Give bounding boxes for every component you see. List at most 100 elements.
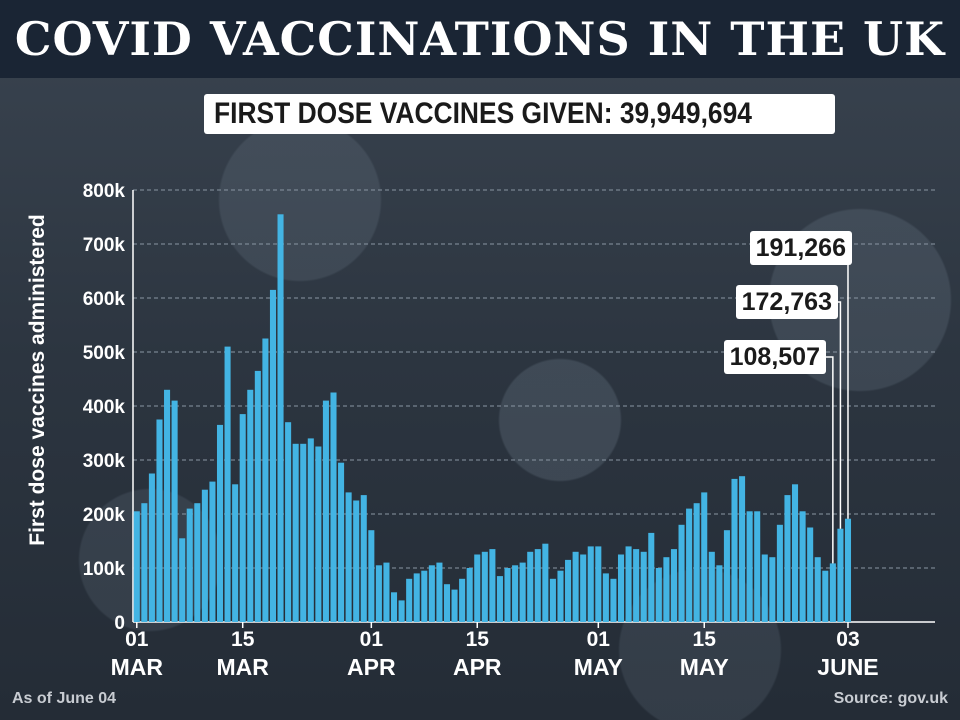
bar [481, 551, 488, 622]
bar [428, 565, 435, 622]
bar [822, 570, 829, 622]
bar [496, 576, 503, 622]
bar [587, 546, 594, 622]
bar [708, 551, 715, 622]
y-tick-label: 700k [83, 235, 126, 256]
bar [814, 557, 821, 622]
bar [595, 546, 602, 622]
bar [663, 557, 670, 622]
bar [156, 419, 163, 622]
bar [338, 462, 345, 622]
bar [360, 495, 367, 622]
bar [232, 484, 239, 622]
bar [421, 570, 428, 622]
bar [504, 568, 511, 622]
bar [686, 508, 693, 622]
y-tick-label: 800k [83, 181, 126, 202]
bar [610, 578, 617, 622]
x-tick-month-label: MAR [111, 654, 164, 680]
bar [784, 495, 791, 622]
bar [474, 554, 481, 622]
bar [837, 528, 844, 622]
bar [262, 338, 269, 622]
bar [519, 562, 526, 622]
as-of-date: As of June 04 [12, 690, 117, 707]
bar [391, 592, 398, 622]
y-tick-label: 0 [114, 613, 125, 634]
x-tick-label: 15 [693, 628, 717, 651]
bar [799, 511, 806, 622]
bar [171, 400, 178, 622]
bar [133, 511, 140, 622]
bar [209, 481, 216, 622]
annotation-label: 108,507 [723, 340, 826, 374]
bar [466, 568, 473, 622]
bar [648, 532, 655, 622]
title-bar: COVID VACCINATIONS IN THE UK [0, 0, 960, 78]
bar [557, 570, 564, 622]
annotation-leader-line [847, 247, 852, 519]
bar [164, 389, 171, 622]
bar [580, 554, 587, 622]
bar [353, 500, 360, 622]
bar [701, 492, 708, 622]
bar [216, 424, 224, 622]
bar [670, 549, 677, 622]
annotation-leader-line [826, 356, 834, 564]
bar [655, 568, 662, 622]
annotation-label: 172,763 [735, 285, 838, 319]
bar [292, 443, 299, 622]
bar [443, 584, 451, 622]
x-tick-month-label: MAR [217, 654, 270, 680]
bar [322, 400, 329, 622]
x-tick-month-label: APR [453, 654, 502, 680]
bar [406, 578, 413, 622]
bar [307, 438, 314, 622]
bar [459, 578, 466, 622]
bar [792, 484, 799, 622]
x-tick-label: 01 [360, 628, 384, 651]
bar [633, 549, 640, 622]
bar [194, 503, 201, 622]
bar [239, 414, 246, 622]
bar [678, 524, 685, 622]
chart-title: COVID VACCINATIONS IN THE UK [14, 12, 946, 66]
bar [754, 511, 761, 622]
bar [201, 489, 208, 622]
subtitle-box: FIRST DOSE VACCINES GIVEN: 39,949,694 [204, 94, 836, 134]
annotation-leader-line [838, 301, 842, 529]
bar [807, 527, 814, 622]
y-tick-label: 200k [83, 505, 126, 526]
bar [436, 562, 443, 622]
bar [247, 389, 254, 622]
bar [739, 476, 746, 622]
bar [345, 492, 352, 622]
bar [489, 549, 496, 622]
bar [572, 551, 579, 622]
x-tick-month-label: APR [347, 654, 396, 680]
bar [761, 554, 768, 622]
bar [829, 563, 836, 622]
bar [617, 554, 625, 622]
bar [224, 346, 231, 622]
bar [534, 549, 541, 622]
bar [716, 565, 723, 622]
x-tick-label: 01 [125, 628, 149, 651]
bar [527, 551, 534, 622]
bar [693, 503, 700, 622]
bar [542, 543, 549, 622]
bar [731, 478, 738, 622]
bar [746, 511, 753, 622]
y-tick-label: 300k [83, 451, 126, 472]
bar [315, 446, 322, 622]
bar [300, 443, 307, 622]
annotation-label: 191,266 [749, 231, 852, 265]
x-tick-label: 15 [466, 628, 490, 651]
chart-subtitle: FIRST DOSE VACCINES GIVEN: 39,949,694 [214, 97, 752, 130]
y-tick-label: 400k [83, 397, 126, 418]
x-tick-label: 15 [231, 628, 255, 651]
bar [769, 557, 776, 622]
bar [285, 422, 292, 622]
bar [723, 530, 730, 622]
bar [383, 562, 390, 622]
